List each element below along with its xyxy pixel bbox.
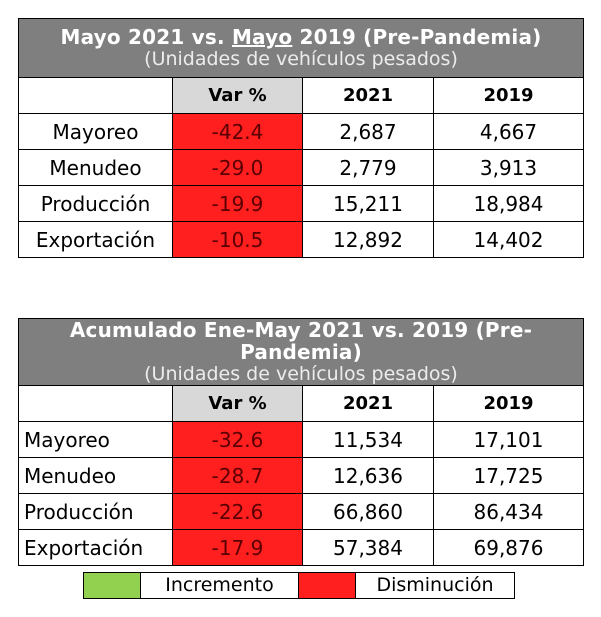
column-header-var: Var % [172,385,303,422]
value-2019-cell: 3,913 [432,149,585,186]
column-header-empty [18,385,173,422]
row-label: Exportación [18,221,173,258]
column-header-2021: 2021 [302,77,434,114]
column-header-var: Var % [172,77,303,114]
value-2021-cell: 2,687 [302,113,434,150]
row-label: Producción [18,493,173,530]
table-row: Producción -22.6 66,860 86,434 [18,493,584,530]
table-header: Acumulado Ene-May 2021 vs. 2019 (Pre-Pan… [18,318,584,386]
table-row: Menudeo -29.0 2,779 3,913 [18,149,585,186]
decrease-swatch [299,573,356,598]
row-label: Mayoreo [18,113,173,150]
cumulative-comparison-table: Acumulado Ene-May 2021 vs. 2019 (Pre-Pan… [18,318,584,566]
var-cell: -32.6 [172,421,303,458]
value-2019-cell: 14,402 [432,221,585,258]
value-2021-cell: 66,860 [302,493,434,530]
table-row: Mayoreo -32.6 11,534 17,101 [18,421,584,458]
column-header-row: Var % 2021 2019 [18,77,585,114]
table-header: Mayo 2021 vs. Mayo 2019 (Pre-Pandemia) (… [17,18,585,78]
value-2021-cell: 15,211 [302,185,434,222]
increase-swatch [84,573,141,598]
var-cell: -28.7 [172,457,303,494]
value-2019-cell: 69,876 [433,529,584,566]
var-cell: -22.6 [172,493,303,530]
value-2021-cell: 57,384 [302,529,434,566]
table-row: Exportación -17.9 57,384 69,876 [18,529,584,566]
value-2021-cell: 12,892 [302,221,434,258]
column-header-2021: 2021 [302,385,434,422]
row-label: Exportación [18,529,173,566]
var-cell: -19.9 [172,185,303,222]
column-header-2019: 2019 [433,385,584,422]
var-cell: -29.0 [172,149,303,186]
legend-label-decrease: Disminución [376,574,494,596]
table-row: Mayoreo -42.4 2,687 4,667 [18,113,585,150]
column-header-empty [18,77,173,114]
column-header-2019: 2019 [432,77,585,114]
legend: Incremento Disminución [83,572,515,599]
row-label: Producción [18,185,173,222]
table-row: Menudeo -28.7 12,636 17,725 [18,457,584,494]
row-label: Menudeo [18,457,173,494]
table-subtitle: (Unidades de vehículos pesados) [144,48,458,70]
row-label: Mayoreo [18,421,173,458]
var-cell: -42.4 [172,113,303,150]
value-2021-cell: 12,636 [302,457,434,494]
var-cell: -10.5 [172,221,303,258]
table-subtitle: (Unidades de vehículos pesados) [144,363,458,385]
table-row: Exportación -10.5 12,892 14,402 [18,221,585,258]
value-2021-cell: 11,534 [302,421,434,458]
value-2021-cell: 2,779 [302,149,434,186]
legend-label-increase: Incremento [141,573,299,598]
table-row: Producción -19.9 15,211 18,984 [18,185,585,222]
may-comparison-table: Mayo 2021 vs. Mayo 2019 (Pre-Pandemia) (… [17,18,585,258]
value-2019-cell: 4,667 [432,113,585,150]
value-2019-cell: 17,725 [433,457,584,494]
row-label: Menudeo [18,149,173,186]
table-title: Mayo 2021 vs. Mayo 2019 (Pre-Pandemia) [60,25,542,49]
value-2019-cell: 17,101 [433,421,584,458]
var-cell: -17.9 [172,529,303,566]
table-title: Acumulado Ene-May 2021 vs. 2019 (Pre-Pan… [69,318,533,364]
value-2019-cell: 86,434 [433,493,584,530]
column-header-row: Var % 2021 2019 [18,385,584,422]
value-2019-cell: 18,984 [432,185,585,222]
